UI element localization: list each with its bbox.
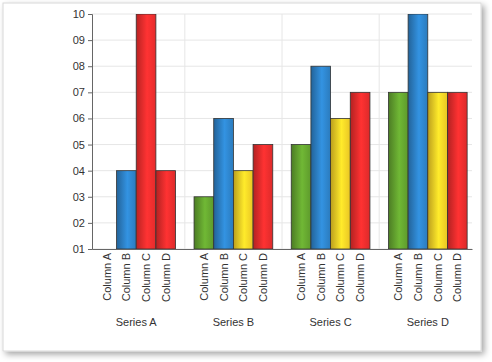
x-tick: Series C [309, 249, 351, 328]
group-separator [282, 14, 283, 249]
x-tick-label: Series D [407, 316, 449, 328]
y-tick-mark [88, 249, 92, 250]
bars [117, 14, 468, 249]
chart: 01020304050607080910Series ASeries BSeri… [0, 0, 492, 362]
x-tick: Series A [116, 249, 158, 328]
bar [331, 118, 351, 249]
y-tick: 06 [73, 112, 92, 124]
bar [253, 145, 273, 249]
y-tick-label: 03 [73, 191, 85, 203]
y-tick-label: 07 [73, 86, 85, 98]
y-tick-label: 08 [73, 60, 85, 72]
y-tick-mark [88, 66, 92, 67]
y-tick: 10 [73, 8, 92, 20]
column-label: Column B [218, 253, 230, 301]
y-tick-mark [88, 118, 92, 119]
y-axis: 01 02 03 04 05 06 07 08 09 10 [73, 8, 93, 255]
bar [136, 14, 156, 249]
column-label: Column D [354, 253, 366, 302]
x-axis: Series A Series B Series C Series D [93, 249, 473, 328]
bar [97, 249, 117, 250]
column-label: Column A [101, 252, 113, 300]
plot: 01020304050607080910Series ASeries BSeri… [73, 8, 473, 328]
column-label: Column D [257, 253, 269, 302]
y-tick: 09 [73, 34, 92, 46]
x-tick: Series D [407, 249, 449, 328]
column-label: Column D [160, 253, 172, 302]
y-tick-label: 05 [73, 139, 85, 151]
bar [350, 92, 370, 249]
column-label: Column C [140, 253, 152, 302]
column-label: Column C [334, 253, 346, 302]
bar [194, 197, 214, 249]
y-tick-mark [88, 14, 92, 15]
grid [92, 14, 472, 249]
column-label: Column A [198, 252, 210, 300]
group-separator [379, 14, 380, 249]
y-tick: 08 [73, 60, 92, 72]
column-label: Column A [295, 252, 307, 300]
bar [428, 92, 448, 249]
y-tick-mark [88, 197, 92, 198]
group-separator [184, 14, 185, 249]
bar [408, 14, 428, 249]
bar [447, 92, 467, 249]
card [3, 3, 481, 351]
bar [311, 66, 331, 249]
y-tick: 05 [73, 139, 92, 151]
column-label: Column A [392, 252, 404, 300]
y-tick-label: 01 [73, 243, 85, 255]
y-tick-mark [88, 145, 92, 146]
bar [233, 171, 253, 249]
x-tick-label: Series C [309, 316, 351, 328]
bar [291, 145, 311, 249]
column-label: Column D [451, 253, 463, 302]
y-tick-mark [88, 223, 92, 224]
column-label: Column C [237, 253, 249, 302]
column-label: Column C [432, 253, 444, 302]
y-tick: 07 [73, 86, 92, 98]
bar [156, 171, 176, 249]
y-tick-label: 02 [73, 217, 85, 229]
column-labels: Column A Column B Column C Column D Column A… [101, 252, 464, 302]
y-tick-mark [88, 171, 92, 172]
y-tick: 01 [73, 243, 92, 255]
y-tick-mark [88, 92, 92, 93]
y-tick-label: 04 [73, 165, 85, 177]
y-tick-mark [88, 40, 92, 41]
x-axis-line [93, 249, 473, 250]
y-tick: 04 [73, 165, 92, 177]
y-tick: 02 [73, 217, 92, 229]
column-label: Column B [120, 253, 132, 301]
y-tick-label: 10 [73, 8, 85, 20]
x-tick: Series B [213, 249, 255, 328]
x-tick-label: Series A [116, 316, 158, 328]
y-tick: 03 [73, 191, 92, 203]
y-tick-label: 06 [73, 112, 85, 124]
bar [388, 92, 408, 249]
bar [117, 171, 137, 249]
y-tick-label: 09 [73, 34, 85, 46]
x-tick-label: Series B [213, 316, 255, 328]
column-label: Column B [315, 253, 327, 301]
bar [214, 118, 234, 249]
y-axis-line [88, 15, 93, 250]
column-label: Column B [412, 253, 424, 301]
